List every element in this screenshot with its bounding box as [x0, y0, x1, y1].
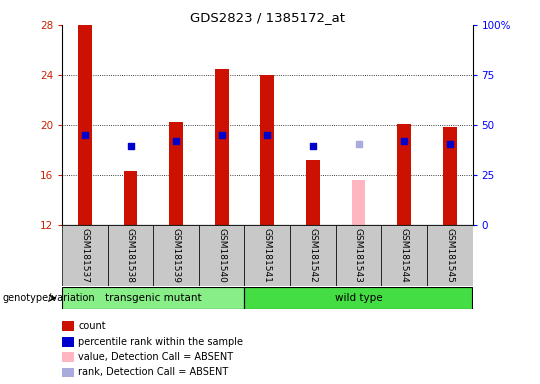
Text: percentile rank within the sample: percentile rank within the sample: [78, 337, 243, 347]
Text: genotype/variation: genotype/variation: [3, 293, 96, 303]
Point: [354, 141, 363, 147]
Text: transgenic mutant: transgenic mutant: [105, 293, 201, 303]
Bar: [427, 225, 472, 286]
Point: [308, 143, 317, 149]
Bar: [443, 127, 456, 225]
Bar: [153, 225, 199, 286]
Point: [218, 132, 226, 138]
Bar: [199, 225, 245, 286]
Text: rank, Detection Call = ABSENT: rank, Detection Call = ABSENT: [78, 367, 228, 377]
Bar: [352, 180, 366, 225]
Point: [263, 132, 272, 138]
Text: GSM181544: GSM181544: [400, 228, 409, 283]
Text: GSM181538: GSM181538: [126, 228, 135, 283]
Bar: [397, 124, 411, 225]
Bar: [62, 337, 73, 347]
Bar: [62, 367, 73, 377]
Text: GSM181537: GSM181537: [80, 228, 90, 283]
Bar: [215, 69, 228, 225]
Title: GDS2823 / 1385172_at: GDS2823 / 1385172_at: [190, 11, 345, 24]
Bar: [381, 225, 427, 286]
Bar: [62, 321, 73, 331]
Point: [400, 138, 408, 144]
Bar: [306, 160, 320, 225]
Bar: [107, 225, 153, 286]
Bar: [62, 225, 107, 286]
Point: [446, 141, 454, 147]
Text: GSM181540: GSM181540: [217, 228, 226, 283]
Text: value, Detection Call = ABSENT: value, Detection Call = ABSENT: [78, 352, 233, 362]
Bar: [124, 171, 137, 225]
Point: [126, 143, 135, 149]
Text: GSM181545: GSM181545: [445, 228, 454, 283]
Point: [172, 138, 180, 144]
Text: GSM181541: GSM181541: [263, 228, 272, 283]
Bar: [78, 25, 92, 225]
Bar: [62, 287, 245, 309]
Point: [80, 132, 89, 138]
Bar: [62, 352, 73, 362]
Bar: [245, 287, 472, 309]
Bar: [245, 225, 290, 286]
Text: wild type: wild type: [335, 293, 382, 303]
Bar: [290, 225, 336, 286]
Text: GSM181539: GSM181539: [172, 228, 180, 283]
Text: GSM181542: GSM181542: [308, 228, 318, 283]
Bar: [336, 225, 381, 286]
Bar: [169, 122, 183, 225]
Text: count: count: [78, 321, 106, 331]
Text: GSM181543: GSM181543: [354, 228, 363, 283]
Bar: [260, 75, 274, 225]
